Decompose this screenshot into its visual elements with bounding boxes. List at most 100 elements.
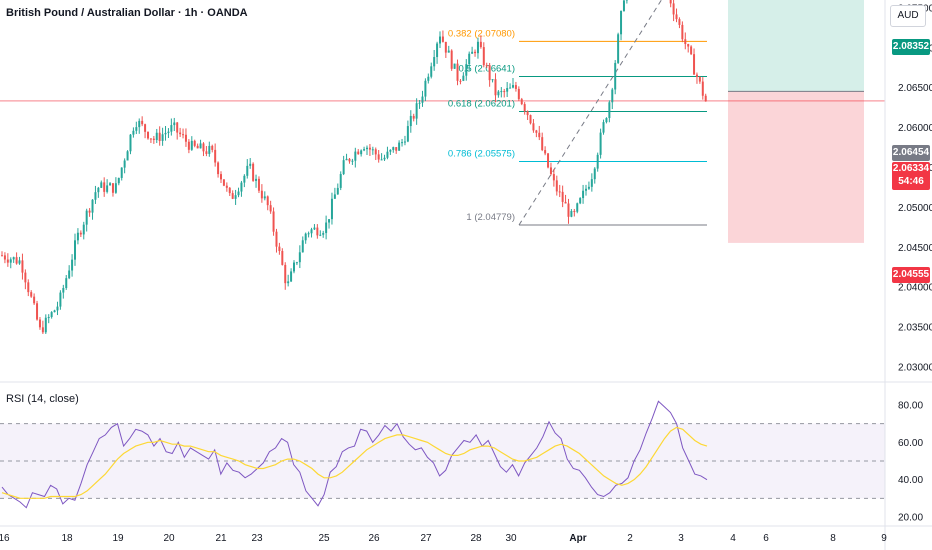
candle-body (9, 259, 12, 263)
candle-body (401, 142, 404, 144)
candle-body (669, 0, 672, 4)
candle-body (240, 182, 243, 192)
candle-body (462, 75, 465, 81)
candle-body (485, 65, 488, 67)
candle-body (284, 264, 287, 284)
candle-body (596, 154, 599, 169)
candle-body (322, 233, 325, 235)
loss-zone (728, 91, 864, 243)
candle-body (570, 210, 573, 217)
fib-level-label: 0.786 (2.05575) (448, 149, 515, 160)
rsi-chart[interactable] (0, 400, 885, 509)
current-price-badge: 2.06334 54:46 (892, 162, 930, 190)
candle-body (71, 259, 74, 271)
candle-body (126, 151, 129, 161)
time-tick-label: 16 (0, 533, 10, 544)
candle-body (377, 154, 380, 160)
candle-body (535, 130, 538, 133)
candle-body (684, 39, 687, 45)
candle-body (482, 47, 485, 66)
candle-body (415, 103, 418, 119)
candle-body (147, 131, 149, 139)
candle-body (234, 195, 237, 199)
candle-body (173, 122, 176, 126)
candle-body (479, 41, 482, 48)
candle-body (182, 134, 185, 136)
rsi-indicator-label[interactable]: RSI (14, close) (6, 393, 79, 405)
candle-body (593, 168, 596, 180)
candle-body (100, 182, 103, 188)
candle-body (33, 296, 36, 304)
candle-body (298, 252, 301, 263)
candle-body (441, 36, 444, 42)
time-tick-label: 30 (505, 533, 517, 544)
candle-body (91, 199, 94, 213)
candle-body (79, 232, 82, 235)
candle-body (56, 306, 59, 311)
candle-body (50, 312, 53, 318)
candle-body (701, 81, 704, 96)
candle-body (237, 191, 240, 196)
time-tick-label: 2 (627, 533, 633, 544)
candle-body (138, 120, 141, 128)
candle-body (608, 102, 611, 119)
candle-body (211, 145, 214, 150)
candle-body (214, 149, 217, 163)
time-tick-label: 9 (881, 533, 887, 544)
time-tick-label: 18 (61, 533, 73, 544)
candle-body (231, 193, 234, 199)
rsi-line (1, 400, 708, 509)
candle-body (675, 14, 678, 20)
candle-body (681, 24, 684, 40)
candle-body (41, 327, 44, 333)
candle-body (366, 147, 368, 150)
candle-body (252, 163, 255, 181)
time-tick-label: 27 (420, 533, 432, 544)
candle-body (301, 240, 304, 253)
price-chart[interactable]: 0 (2.08502)0.236 (2.07623)0.382 (2.07080… (0, 0, 885, 334)
candle-body (36, 303, 39, 320)
candle-body (333, 194, 336, 199)
candle-body (506, 88, 509, 92)
candle-body (319, 234, 322, 236)
candle-body (255, 178, 258, 181)
candle-body (582, 190, 585, 199)
candle-body (620, 10, 623, 35)
time-tick-label: 3 (678, 533, 684, 544)
candle-body (693, 54, 696, 75)
price-tick-label: 2.06500 (898, 83, 932, 94)
candle-body (453, 63, 456, 69)
currency-selector[interactable]: AUD (890, 5, 926, 27)
candle-body (27, 282, 30, 293)
candle-body (243, 175, 246, 183)
candle-body (368, 147, 371, 150)
candle-body (3, 255, 6, 260)
candle-body (12, 257, 15, 260)
time-tick-label: 26 (368, 533, 380, 544)
candle-body (573, 210, 576, 212)
candle-body (114, 183, 117, 193)
candle-body (587, 186, 590, 189)
candle-body (611, 89, 614, 103)
candle-body (293, 262, 295, 272)
time-tick-label: 6 (763, 533, 769, 544)
candle-body (412, 115, 415, 119)
candle-body (269, 205, 272, 212)
rsi-tick-label: 20.00 (898, 513, 923, 524)
fib-level-label: 0.5 (2.06641) (458, 63, 515, 74)
candle-body (456, 63, 459, 81)
candle-body (345, 158, 348, 161)
rsi-tick-label: 60.00 (898, 438, 923, 449)
candle-body (517, 88, 520, 100)
candle-body (295, 262, 298, 264)
candle-body (605, 118, 608, 123)
fib-trend-line (518, 0, 662, 226)
candle-body (406, 126, 409, 142)
candle-body (687, 44, 690, 47)
candle-body (439, 36, 441, 44)
candle-body (342, 160, 345, 175)
candle-body (403, 141, 406, 143)
candle-body (94, 192, 97, 200)
